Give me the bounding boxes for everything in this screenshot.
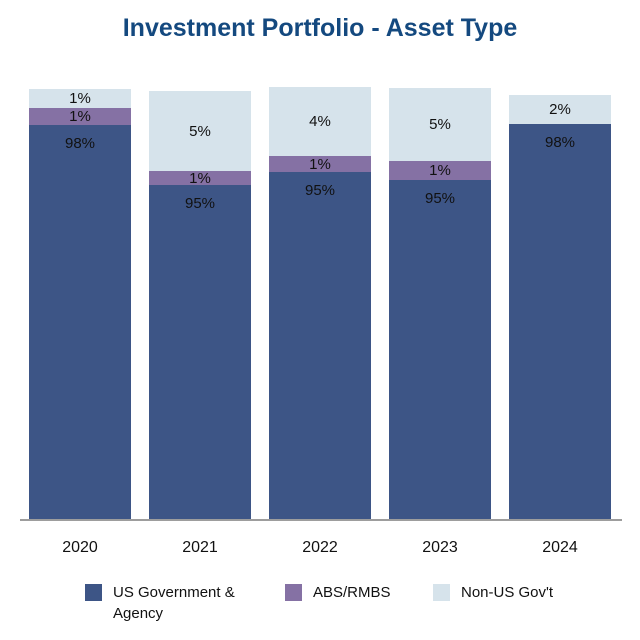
segment-value-label: 98%: [544, 134, 576, 151]
bar-segment-us_gov_agency: 98%: [29, 125, 131, 519]
x-axis-label-2023: 2023: [422, 539, 458, 556]
x-axis-line: [20, 519, 622, 521]
chart-title: Investment Portfolio - Asset Type: [122, 14, 518, 42]
legend-swatch-abs_rmbs: [285, 584, 302, 601]
segment-value-label: 2%: [549, 101, 571, 118]
segment-value-label: 95%: [184, 195, 216, 212]
segment-value-label: 1%: [69, 90, 91, 107]
segment-value-label: 1%: [69, 108, 91, 125]
bar-segment-abs_rmbs: 1%: [149, 169, 251, 187]
x-axis-label-2020: 2020: [62, 539, 98, 556]
bar-2023: 5% 1% 95%: [389, 88, 491, 519]
bar-segment-non_us_govt: 5%: [149, 91, 251, 171]
x-axis-label-2022: 2022: [302, 539, 338, 556]
segment-value-label: 5%: [189, 122, 211, 140]
bar-segment-us_gov_agency: 95%: [389, 180, 491, 519]
segment-value-label: 98%: [64, 135, 96, 152]
segment-value-label: 1%: [309, 155, 331, 173]
bar-2021: 5% 1% 95%: [149, 91, 251, 519]
bar-segment-abs_rmbs: 1%: [389, 161, 491, 180]
bar-2024: 2% 98%: [509, 95, 611, 519]
segment-value-label: 95%: [424, 190, 456, 207]
legend-label-abs_rmbs: ABS/RMBS: [313, 584, 391, 601]
bar-segment-non_us_govt: 4%: [269, 87, 371, 156]
bar-segment-non_us_govt: 1%: [29, 89, 131, 108]
bar-segment-us_gov_agency: 98%: [509, 124, 611, 519]
segment-value-label: 1%: [429, 162, 451, 179]
segment-value-label: 5%: [429, 116, 451, 133]
x-axis-label-2024: 2024: [542, 539, 578, 556]
bar-segment-us_gov_agency: 95%: [149, 185, 251, 519]
bar-segment-non_us_govt: 2%: [509, 95, 611, 124]
bar-segment-us_gov_agency: 95%: [269, 172, 371, 519]
bar-segment-abs_rmbs: 1%: [269, 156, 371, 172]
legend-swatch-us_gov_agency: [85, 584, 102, 601]
segment-value-label: 95%: [304, 182, 336, 199]
segment-value-label: 4%: [309, 113, 331, 130]
bar-segment-abs_rmbs: 1%: [29, 108, 131, 125]
segment-value-label: 1%: [189, 169, 211, 187]
legend-label-non_us_govt: Non-US Gov't: [461, 584, 554, 601]
bar-segment-non_us_govt: 5%: [389, 88, 491, 161]
bar-2020: 1% 1% 98%: [29, 89, 131, 519]
bar-2022: 4% 1% 95%: [269, 87, 371, 519]
legend-swatch-non_us_govt: [433, 584, 450, 601]
legend-label-us_gov_agency: US Government & Agency: [113, 584, 235, 622]
x-axis-label-2021: 2021: [182, 539, 218, 556]
